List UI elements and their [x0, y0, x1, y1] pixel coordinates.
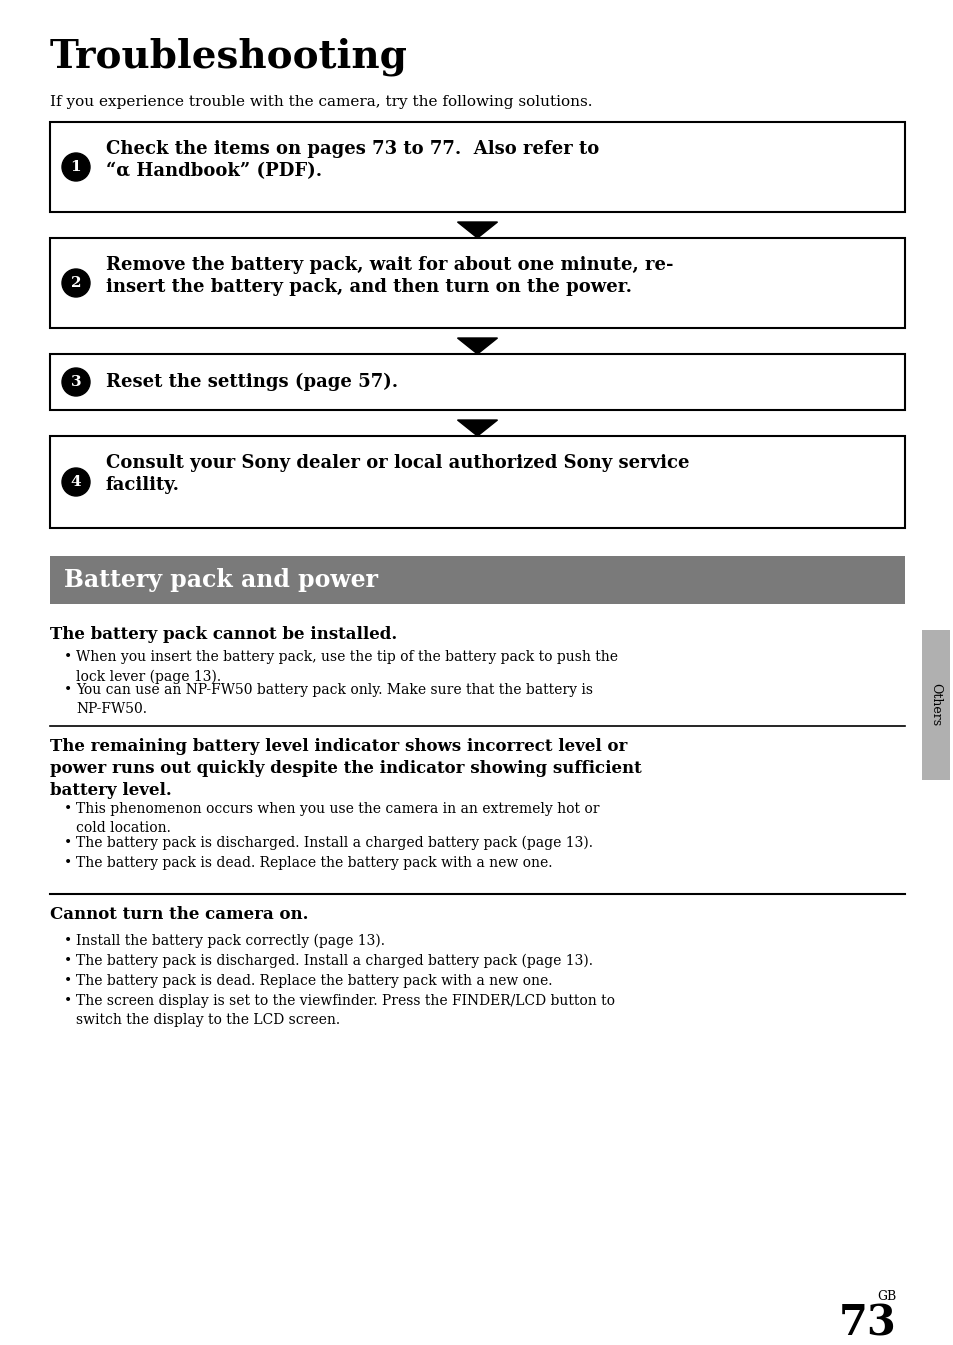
Text: insert the battery pack, and then turn on the power.: insert the battery pack, and then turn o… — [106, 278, 631, 296]
Text: 3: 3 — [71, 375, 81, 389]
Text: Consult your Sony dealer or local authorized Sony service: Consult your Sony dealer or local author… — [106, 455, 689, 472]
Text: •: • — [64, 933, 72, 948]
Text: The remaining battery level indicator shows incorrect level or
power runs out qu: The remaining battery level indicator sh… — [50, 738, 641, 799]
Text: •: • — [64, 683, 72, 697]
Circle shape — [62, 468, 90, 496]
Text: The screen display is set to the viewfinder. Press the FINDER/LCD button to
swit: The screen display is set to the viewfin… — [76, 994, 615, 1028]
Text: •: • — [64, 974, 72, 989]
Text: •: • — [64, 837, 72, 850]
Text: •: • — [64, 802, 72, 816]
Text: 2: 2 — [71, 276, 81, 291]
Text: Check the items on pages 73 to 77.  Also refer to: Check the items on pages 73 to 77. Also … — [106, 140, 598, 157]
Bar — [50, 555, 904, 604]
Text: This phenomenon occurs when you use the camera in an extremely hot or
cold locat: This phenomenon occurs when you use the … — [76, 802, 598, 835]
Bar — [50, 238, 904, 328]
Text: “α Handbook” (PDF).: “α Handbook” (PDF). — [106, 161, 322, 180]
Polygon shape — [457, 420, 497, 436]
Text: Others: Others — [928, 683, 942, 726]
Text: •: • — [64, 650, 72, 664]
Text: Install the battery pack correctly (page 13).: Install the battery pack correctly (page… — [76, 933, 385, 948]
Circle shape — [62, 153, 90, 182]
Text: When you insert the battery pack, use the tip of the battery pack to push the
lo: When you insert the battery pack, use th… — [76, 650, 618, 683]
Text: If you experience trouble with the camera, try the following solutions.: If you experience trouble with the camer… — [50, 95, 592, 109]
Text: You can use an NP-FW50 battery pack only. Make sure that the battery is
NP-FW50.: You can use an NP-FW50 battery pack only… — [76, 683, 593, 716]
Text: 4: 4 — [71, 475, 81, 490]
Text: The battery pack is discharged. Install a charged battery pack (page 13).: The battery pack is discharged. Install … — [76, 837, 593, 850]
Polygon shape — [457, 222, 497, 238]
Bar — [50, 436, 904, 529]
Text: Battery pack and power: Battery pack and power — [64, 568, 377, 592]
Text: The battery pack is dead. Replace the battery pack with a new one.: The battery pack is dead. Replace the ba… — [76, 974, 552, 989]
Text: The battery pack is dead. Replace the battery pack with a new one.: The battery pack is dead. Replace the ba… — [76, 855, 552, 870]
Text: 73: 73 — [839, 1302, 896, 1344]
Text: The battery pack cannot be installed.: The battery pack cannot be installed. — [50, 625, 396, 643]
Bar — [50, 354, 904, 410]
Circle shape — [62, 269, 90, 297]
Text: •: • — [64, 954, 72, 968]
Text: •: • — [64, 994, 72, 1007]
Text: The battery pack is discharged. Install a charged battery pack (page 13).: The battery pack is discharged. Install … — [76, 954, 593, 968]
Text: •: • — [64, 855, 72, 870]
Text: Remove the battery pack, wait for about one minute, re-: Remove the battery pack, wait for about … — [106, 256, 673, 274]
Text: Troubleshooting: Troubleshooting — [50, 38, 408, 77]
Bar — [921, 629, 949, 780]
Text: facility.: facility. — [106, 476, 180, 494]
Text: GB: GB — [877, 1290, 896, 1303]
Text: Cannot turn the camera on.: Cannot turn the camera on. — [50, 907, 308, 923]
Text: 1: 1 — [71, 160, 81, 174]
Text: Reset the settings (page 57).: Reset the settings (page 57). — [106, 373, 397, 391]
Bar — [50, 122, 904, 213]
Circle shape — [62, 369, 90, 395]
Polygon shape — [457, 338, 497, 354]
